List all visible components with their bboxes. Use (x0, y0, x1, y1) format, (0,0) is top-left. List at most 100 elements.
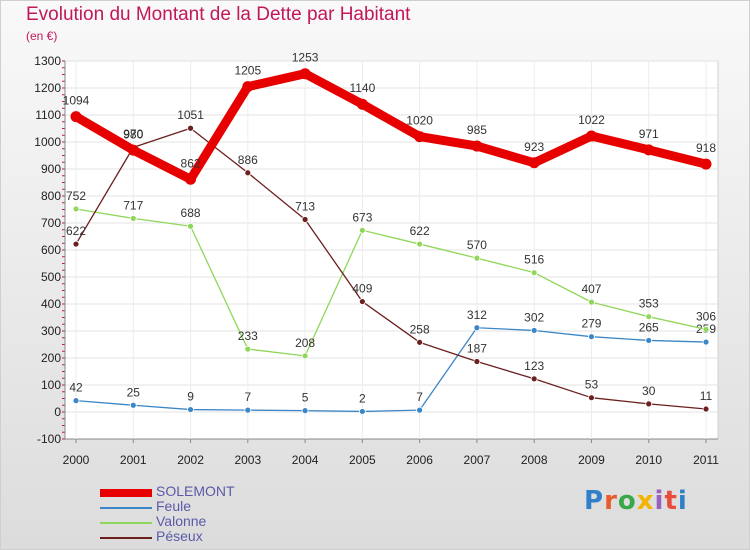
data-point (528, 157, 540, 169)
data-label: 516 (524, 253, 544, 267)
data-label: 233 (238, 329, 258, 343)
data-label: 312 (467, 308, 487, 322)
data-label: 688 (181, 206, 201, 220)
x-tick-label: 2000 (63, 453, 90, 467)
data-label: 265 (639, 320, 659, 334)
chart-title: Evolution du Montant de la Dette par Hab… (26, 4, 411, 25)
y-tick-label: 1000 (34, 135, 61, 149)
data-label: 622 (66, 224, 86, 238)
data-point (127, 144, 139, 156)
data-point (185, 173, 197, 185)
series-line-valonne (75, 208, 707, 357)
x-tick-label: 2001 (120, 453, 147, 467)
y-tick-label: 700 (41, 216, 61, 230)
y-tick-label: 1200 (34, 81, 61, 95)
data-point (643, 144, 655, 156)
data-label: 970 (123, 127, 143, 141)
data-label: 5 (302, 391, 309, 405)
data-point (588, 333, 595, 341)
data-label: 1094 (63, 94, 90, 108)
data-point (416, 338, 424, 346)
data-label: 409 (352, 282, 372, 296)
y-tick-label: 100 (41, 378, 61, 392)
y-tick-label: 1100 (35, 108, 61, 122)
data-label: 1020 (406, 114, 433, 128)
x-tick-label: 2004 (292, 453, 319, 467)
data-label: 208 (295, 336, 315, 350)
x-tick-label: 2011 (693, 453, 719, 467)
y-tick-label: 400 (41, 297, 61, 311)
data-point (129, 215, 137, 222)
data-label: 258 (410, 322, 430, 336)
y-tick-label: 300 (41, 324, 61, 338)
data-label: 1253 (292, 51, 319, 65)
data-point (244, 169, 252, 177)
data-point (72, 205, 80, 213)
x-tick-label: 2008 (521, 453, 548, 467)
data-label: 980 (123, 127, 143, 141)
data-point (473, 324, 481, 332)
data-label: 886 (238, 153, 258, 167)
data-label: 1022 (578, 113, 605, 127)
data-point (702, 325, 710, 333)
legend-label: Feule (156, 498, 192, 514)
data-point (358, 408, 366, 415)
data-point (301, 352, 309, 360)
series-line-feule (75, 327, 707, 413)
data-point (588, 394, 595, 402)
y-tick-label: 500 (41, 270, 61, 284)
data-point (414, 131, 426, 143)
legend-label: SOLEMONT (156, 483, 235, 499)
data-point (416, 406, 424, 414)
data-label: 11 (700, 389, 713, 403)
data-label: 717 (123, 198, 143, 212)
data-point (702, 338, 710, 346)
data-label: 713 (295, 199, 315, 213)
data-point (530, 375, 538, 383)
x-tick-label: 2005 (349, 453, 376, 467)
data-point (645, 400, 653, 408)
data-label: 673 (352, 210, 372, 224)
data-label: 923 (524, 140, 544, 154)
data-point (473, 358, 481, 365)
data-point (358, 298, 366, 305)
x-tick-label: 2006 (406, 453, 433, 467)
x-tick-label: 2003 (234, 453, 261, 467)
legend-item: Feule (100, 498, 300, 515)
data-point (700, 158, 712, 170)
x-tick-label: 2007 (464, 453, 491, 467)
data-label: 622 (410, 224, 430, 238)
data-point (473, 254, 481, 262)
data-point (244, 345, 252, 353)
x-tick-label: 2009 (578, 453, 605, 467)
data-point (187, 406, 194, 413)
data-point (530, 269, 538, 277)
data-point (187, 222, 194, 230)
data-label: 1205 (234, 64, 261, 78)
data-label: 971 (639, 127, 659, 141)
data-point (588, 298, 595, 306)
data-label: 9 (187, 390, 194, 404)
data-label: 42 (69, 381, 83, 395)
y-tick-label: 600 (41, 243, 61, 257)
legend-swatch (100, 489, 152, 497)
data-label: 279 (581, 317, 601, 331)
data-label: 306 (696, 309, 716, 323)
data-point (70, 111, 82, 123)
data-point (187, 124, 194, 132)
data-label: 30 (642, 384, 656, 398)
series-line-solemont (71, 69, 711, 184)
data-point (72, 240, 80, 248)
data-label: 7 (244, 390, 251, 404)
data-label: 752 (66, 189, 86, 203)
data-point (72, 397, 80, 405)
legend-swatch (100, 522, 152, 524)
data-label: 7 (416, 390, 423, 404)
data-point (242, 81, 254, 93)
data-label: 862 (181, 156, 201, 170)
data-point (299, 68, 311, 80)
data-point (416, 240, 424, 248)
legend-item: Valonne (100, 513, 300, 530)
data-point (358, 226, 366, 234)
